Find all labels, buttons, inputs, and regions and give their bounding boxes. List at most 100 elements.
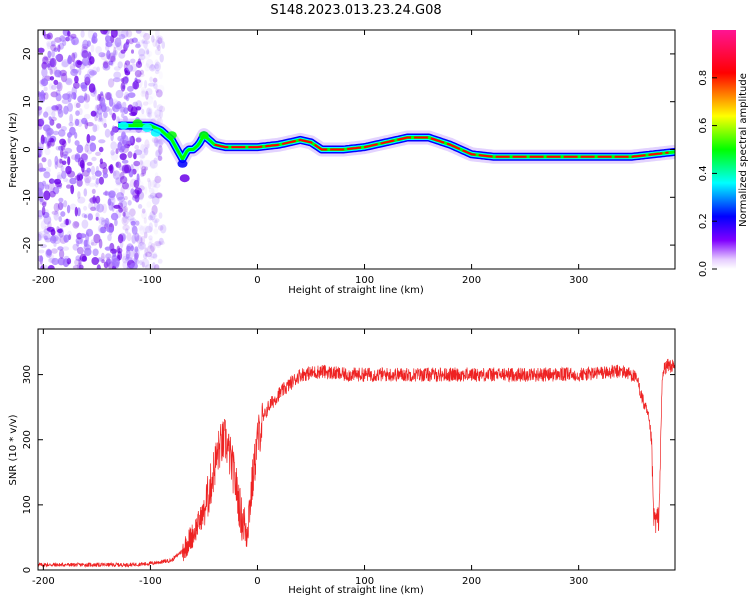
noise-speckle	[121, 164, 130, 174]
noise-speckle	[149, 159, 158, 169]
noise-speckle	[53, 47, 58, 52]
noise-speckle	[135, 235, 143, 244]
noise-speckle	[105, 258, 113, 265]
noise-speckle	[136, 173, 140, 182]
noise-speckle	[47, 265, 55, 269]
noise-speckle	[133, 248, 140, 258]
noise-speckle	[126, 232, 132, 242]
noise-speckle	[102, 191, 111, 196]
noise-speckle	[74, 75, 79, 84]
noise-speckle	[158, 145, 163, 155]
colorbar-tick-label: 0.0	[698, 261, 709, 277]
noise-speckle	[115, 148, 119, 155]
noise-speckle	[148, 187, 155, 194]
noise-speckle	[119, 153, 127, 161]
x-tick-label: 0	[254, 576, 260, 587]
noise-speckle	[57, 257, 65, 266]
noise-speckle	[155, 35, 164, 44]
noise-speckle	[158, 212, 163, 219]
noise-speckle	[41, 61, 48, 70]
noise-speckle	[72, 221, 80, 229]
noise-speckle	[155, 30, 160, 39]
noise-speckle	[38, 232, 43, 241]
noise-speckle	[69, 113, 73, 124]
noise-speckle	[73, 221, 80, 227]
noise-speckle	[143, 253, 148, 260]
noise-speckle	[81, 117, 88, 125]
noise-speckle	[56, 174, 64, 180]
noise-speckle	[157, 44, 161, 52]
noise-speckle	[158, 138, 163, 148]
noise-speckle	[116, 245, 121, 254]
noise-speckle	[120, 49, 126, 54]
noise-speckle	[85, 50, 91, 59]
noise-speckle	[99, 226, 106, 234]
noise-speckle	[43, 33, 51, 40]
noise-speckle	[126, 243, 133, 250]
noise-speckle	[69, 177, 77, 185]
noise-speckle	[92, 195, 96, 204]
noise-speckle	[95, 151, 101, 156]
noise-speckle	[122, 182, 129, 190]
noise-speckle	[87, 213, 94, 221]
noise-speckle	[126, 245, 132, 252]
x-tick-label: 300	[569, 275, 588, 286]
noise-speckle	[100, 52, 109, 61]
noise-speckle	[94, 104, 100, 114]
noise-speckle	[159, 53, 164, 63]
noise-speckle	[103, 123, 107, 128]
noise-speckle	[53, 79, 59, 86]
noise-speckle	[63, 234, 70, 243]
noise-speckle	[67, 136, 71, 144]
noise-speckle	[108, 190, 116, 198]
noise-speckle	[46, 40, 53, 47]
noise-speckle	[133, 152, 137, 160]
noise-speckle	[58, 216, 62, 222]
noise-speckle	[104, 190, 108, 196]
noise-speckle	[129, 218, 137, 224]
noise-speckle	[47, 50, 52, 58]
noise-speckle	[61, 98, 70, 104]
noise-speckle	[84, 177, 90, 186]
noise-speckle	[57, 246, 64, 251]
y-tick-label: 10	[22, 95, 33, 108]
noise-speckle	[117, 202, 123, 210]
noise-speckle	[76, 144, 84, 154]
noise-speckle	[100, 91, 104, 96]
noise-speckle	[38, 262, 41, 268]
x-tick-label: -200	[32, 275, 55, 286]
noise-speckle	[106, 226, 114, 233]
noise-speckle	[121, 159, 129, 164]
noise-speckle	[95, 165, 99, 174]
noise-speckle	[100, 30, 108, 35]
noise-speckle	[67, 170, 76, 178]
noise-speckle	[53, 236, 61, 245]
snr-frame	[37, 328, 676, 571]
noise-speckle	[90, 165, 96, 176]
noise-speckle	[139, 260, 143, 266]
noise-speckle	[88, 83, 96, 93]
noise-speckle	[148, 235, 153, 241]
noise-speckle	[132, 195, 140, 202]
noise-speckle	[97, 93, 101, 102]
noise-speckle	[43, 54, 48, 63]
noise-speckle	[73, 101, 79, 109]
noise-speckle	[57, 232, 62, 238]
noise-speckle	[154, 61, 161, 72]
noise-speckle	[147, 177, 151, 183]
noise-speckle	[63, 154, 68, 159]
noise-speckle	[123, 78, 128, 86]
noise-speckle	[38, 181, 45, 192]
noise-speckle	[94, 112, 98, 122]
noise-speckle	[154, 63, 160, 70]
noise-speckle	[151, 35, 155, 43]
noise-speckle	[138, 186, 145, 192]
noise-speckle	[98, 146, 104, 153]
noise-speckle	[61, 61, 69, 68]
noise-speckle	[112, 170, 121, 180]
y-tick-label: 20	[22, 48, 33, 61]
noise-speckle	[120, 106, 126, 113]
noise-speckle	[137, 181, 144, 187]
noise-speckle	[68, 121, 74, 127]
